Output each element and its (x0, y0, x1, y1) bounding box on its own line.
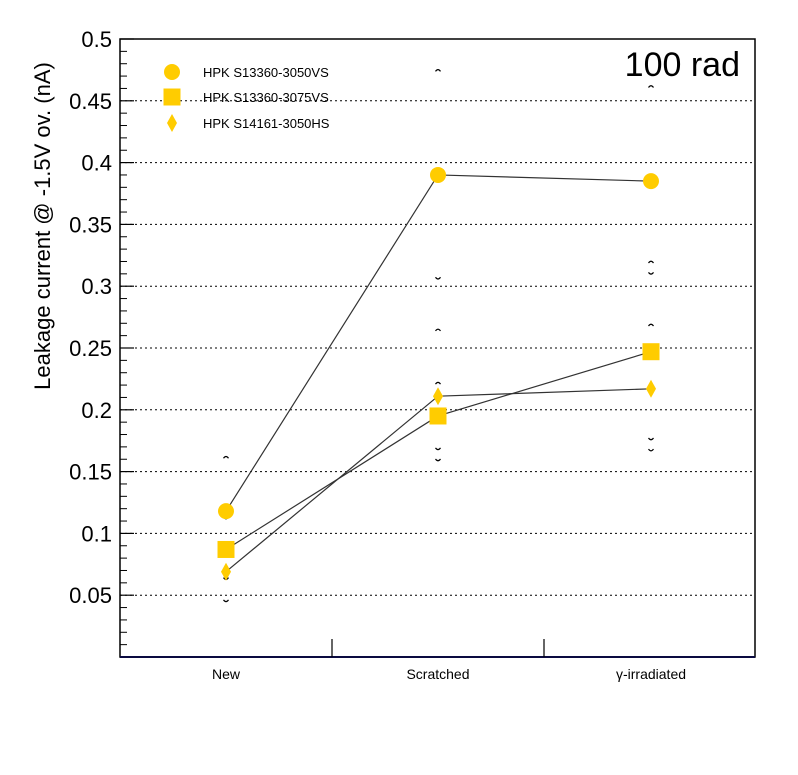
x-tick-label: γ-irradiated (616, 666, 686, 682)
legend-marker (167, 114, 177, 132)
y-axis-label: Leakage current @ -1.5V ov. (nA) (30, 62, 55, 390)
y-tick-label: 0.2 (81, 398, 112, 423)
error-bar-lower (435, 447, 441, 451)
y-tick-label: 0.5 (81, 27, 112, 52)
error-bar-lower (223, 599, 229, 603)
y-tick-label: 0.3 (81, 274, 112, 299)
y-tick-label: 0.25 (69, 336, 112, 361)
y-tick-label: 0.4 (81, 151, 112, 176)
error-bar-upper (435, 328, 441, 332)
data-point (217, 540, 235, 558)
series-lines (225, 174, 652, 573)
y-tick-label: 0.1 (81, 521, 112, 546)
legend-label: HPK S14161-3050HS (203, 116, 330, 131)
data-point (646, 379, 656, 398)
error-bar-lower (648, 448, 654, 452)
data-point (221, 562, 231, 581)
error-bar-lower (435, 458, 441, 462)
data-point (218, 503, 234, 520)
data-point (433, 387, 443, 406)
legend-label: HPK S13360-3075VS (203, 90, 329, 105)
data-point (429, 407, 447, 425)
x-tick-label: Scratched (406, 666, 469, 682)
error-bar-upper (435, 69, 441, 72)
error-bar-lower (648, 271, 654, 275)
axes: 0.05 0.1 0.15 0.2 0.25 0.3 0.35 0.4 0.45 0.5 New Sc… (69, 27, 756, 682)
error-bar-upper (648, 260, 654, 264)
grid-lines (120, 100, 755, 596)
error-bar-upper (648, 323, 654, 327)
legend: HPK S13360-3050VS HPK S13360-3075VS HPK S1… (163, 64, 330, 132)
data-point (643, 173, 659, 190)
data-point (642, 343, 660, 361)
y-tick-label: 0.45 (69, 89, 112, 114)
error-bar-lower (435, 276, 441, 280)
legend-marker (164, 64, 180, 80)
x-tick-label: New (212, 666, 241, 682)
error-bars (223, 69, 654, 603)
y-tick-label: 0.35 (69, 212, 112, 237)
error-bar-upper (223, 455, 229, 459)
data-point (430, 166, 446, 183)
y-tick-label: 0.05 (69, 583, 112, 608)
legend-marker (163, 88, 181, 106)
data-markers (217, 166, 660, 581)
error-bar-upper (648, 85, 654, 88)
y-tick-label: 0.15 (69, 460, 112, 485)
error-bar-upper (435, 381, 441, 385)
chart-annotation: 100 rad (625, 46, 740, 84)
legend-label: HPK S13360-3050VS (203, 65, 329, 80)
error-bar-lower (648, 437, 654, 441)
series-line (225, 351, 652, 550)
